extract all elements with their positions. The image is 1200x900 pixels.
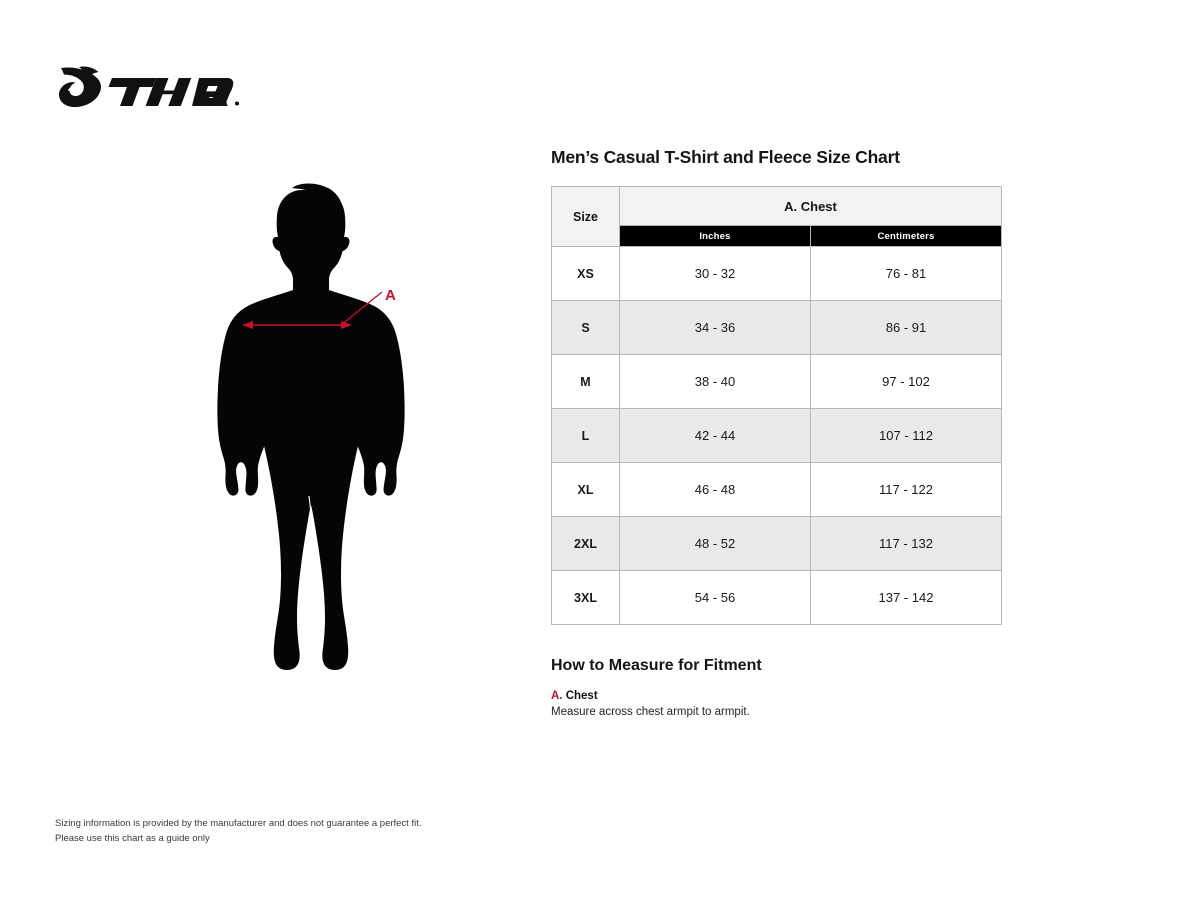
- thor-brand-logo: [55, 62, 255, 112]
- body-measurement-diagram: A: [196, 178, 426, 713]
- chest-measure-label: A: [385, 287, 396, 304]
- size-chart-table: Size A. Chest Inches Centimeters XS 30 -…: [551, 186, 1003, 626]
- cell-inches: 54 - 56: [619, 570, 811, 626]
- thor-logo-svg: [59, 66, 239, 108]
- body-diagram-svg: A: [217, 183, 405, 670]
- how-to-measure-title: How to Measure for Fitment: [551, 657, 762, 675]
- cell-size: M: [551, 354, 620, 410]
- cell-size: 3XL: [551, 570, 620, 626]
- cell-size: 2XL: [551, 516, 620, 572]
- column-header-centimeters: Centimeters: [809, 224, 1003, 248]
- table-row: 2XL 48 - 52 117 - 132: [551, 516, 1003, 572]
- measure-item-name: Chest: [565, 690, 598, 703]
- column-group-header-chest: A. Chest: [618, 186, 1003, 226]
- disclaimer-line-1: Sizing information is provided by the ma…: [55, 818, 422, 829]
- cell-size: S: [551, 300, 620, 356]
- table-row: 3XL 54 - 56 137 - 142: [551, 570, 1003, 626]
- cell-centimeters: 76 - 81: [809, 246, 1003, 302]
- cell-centimeters: 86 - 91: [809, 300, 1003, 356]
- male-body-silhouette-icon: [217, 183, 405, 670]
- cell-inches: 48 - 52: [619, 516, 811, 572]
- disclaimer: Sizing information is provided by the ma…: [55, 817, 422, 846]
- cell-inches: 46 - 48: [619, 462, 811, 518]
- cell-centimeters: 117 - 132: [809, 516, 1003, 572]
- chest-measure-leader-line: [340, 291, 383, 326]
- thor-wordmark: [108, 78, 239, 106]
- table-row: M 38 - 40 97 - 102: [551, 354, 1003, 410]
- cell-size: L: [551, 408, 620, 464]
- cell-centimeters: 97 - 102: [809, 354, 1003, 410]
- measure-item-description: Measure across chest armpit to armpit.: [551, 706, 750, 719]
- disclaimer-line-2: Please use this chart as a guide only: [55, 832, 210, 844]
- cell-centimeters: 107 - 112: [809, 408, 1003, 464]
- cell-inches: 34 - 36: [619, 300, 811, 356]
- column-header-inches: Inches: [619, 224, 811, 248]
- arrowhead-left-icon: [242, 321, 253, 329]
- table-row: XS 30 - 32 76 - 81: [551, 246, 1003, 302]
- page-title: Men’s Casual T-Shirt and Fleece Size Cha…: [551, 147, 900, 167]
- thor-warrior-head-icon: [59, 66, 101, 108]
- table-body: XS 30 - 32 76 - 81 S 34 - 36 86 - 91 M 3…: [551, 246, 1003, 626]
- cell-inches: 30 - 32: [619, 246, 811, 302]
- cell-size: XL: [551, 462, 620, 518]
- table-header: Size A. Chest Inches Centimeters: [551, 186, 1003, 248]
- column-header-size: Size: [551, 186, 620, 248]
- table-row: S 34 - 36 86 - 91: [551, 300, 1003, 356]
- measure-item-label: A. Chest: [551, 690, 1003, 702]
- measure-item-letter: A.: [551, 690, 563, 703]
- table-header-row-units: Inches Centimeters: [552, 224, 1003, 248]
- chest-measure-annotation: [242, 291, 383, 329]
- cell-inches: 42 - 44: [619, 408, 811, 464]
- cell-size: XS: [551, 246, 620, 302]
- registered-mark: [235, 101, 239, 106]
- table-row: XL 46 - 48 117 - 122: [551, 462, 1003, 518]
- size-chart-content: Men’s Casual T-Shirt and Fleece Size Cha…: [551, 147, 1003, 718]
- how-to-measure-section: How to Measure for Fitment A. Chest Meas…: [551, 657, 1003, 718]
- cell-centimeters: 137 - 142: [809, 570, 1003, 626]
- table-header-row-primary: Size A. Chest: [551, 186, 1003, 248]
- table-row: L 42 - 44 107 - 112: [551, 408, 1003, 464]
- cell-centimeters: 117 - 122: [809, 462, 1003, 518]
- cell-inches: 38 - 40: [619, 354, 811, 410]
